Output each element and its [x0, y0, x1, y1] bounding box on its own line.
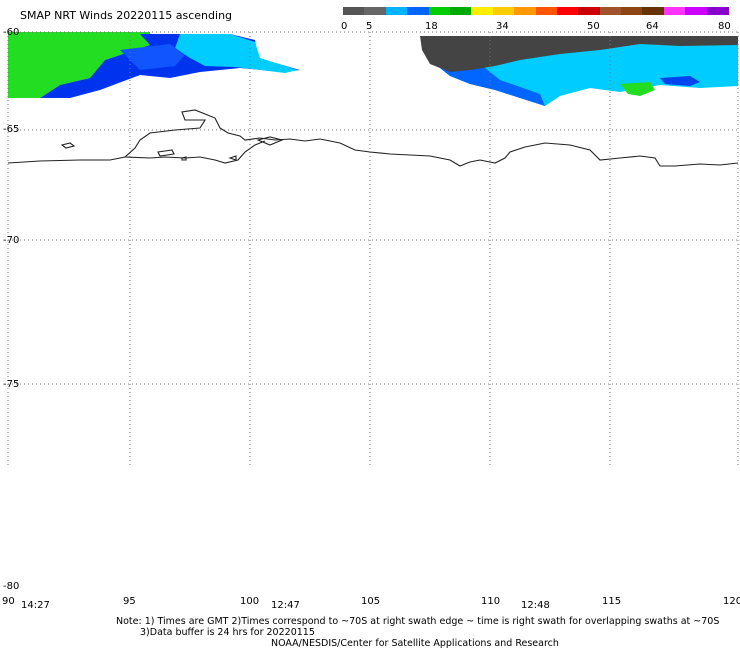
lon-label: 115: [602, 596, 622, 607]
lon-label: 90: [2, 596, 15, 607]
colorbar-label: 0: [341, 21, 348, 32]
lon-label: 110: [481, 596, 501, 607]
note-line: 3)Data buffer is 24 hrs for 20220115: [140, 627, 315, 638]
lat-label: -70: [3, 235, 20, 246]
colorbar-segment: [343, 7, 365, 15]
colorbar-segment: [364, 7, 387, 15]
lat-label: -60: [3, 27, 20, 38]
colorbar-segment: [407, 7, 430, 15]
colorbar-label: 80: [718, 21, 731, 32]
lon-label: 105: [361, 596, 381, 607]
coastline: [7, 109, 739, 167]
credit-line: NOAA/NESDIS/Center for Satellite Applica…: [271, 638, 559, 649]
map-title: SMAP NRT Winds 20220115 ascending: [20, 9, 233, 22]
colorbar-segment: [578, 7, 601, 15]
colorbar-label: 50: [587, 21, 600, 32]
colorbar-segment: [556, 7, 579, 15]
swath-time: 12:47: [271, 600, 300, 611]
colorbar-segment: [535, 7, 558, 15]
colorbar-label: 34: [496, 21, 509, 32]
swath-time: 14:27: [21, 600, 50, 611]
colorbar-segment: [599, 7, 622, 15]
graticule: [7, 31, 739, 465]
swath-time: 12:48: [521, 600, 550, 611]
wind-swath-left: [8, 32, 300, 98]
colorbar-label: 18: [425, 21, 438, 32]
colorbar-segment: [514, 7, 537, 15]
colorbar-segment: [428, 7, 451, 15]
colorbar-segment: [471, 7, 494, 15]
colorbar-segment: [642, 7, 665, 15]
lon-label: 100: [240, 596, 260, 607]
colorbar-segment: [685, 7, 708, 15]
colorbar-segment: [621, 7, 644, 15]
note-line: Note: 1) Times are GMT 2)Times correspon…: [116, 616, 720, 627]
lat-label: -65: [3, 124, 20, 135]
colorbar-segment: [385, 7, 408, 15]
colorbar-segment: [663, 7, 686, 15]
wind-swath-right: [420, 36, 738, 106]
colorbar-label: 64: [646, 21, 659, 32]
lat-label: -75: [3, 379, 20, 390]
colorbar-segment: [492, 7, 515, 15]
lon-label: 95: [123, 596, 136, 607]
colorbar-segment: [449, 7, 472, 15]
lat-label: -80: [3, 581, 20, 592]
lon-label: 120: [723, 596, 740, 607]
colorbar-segment: [706, 7, 729, 15]
colorbar-label: 5: [366, 21, 373, 32]
